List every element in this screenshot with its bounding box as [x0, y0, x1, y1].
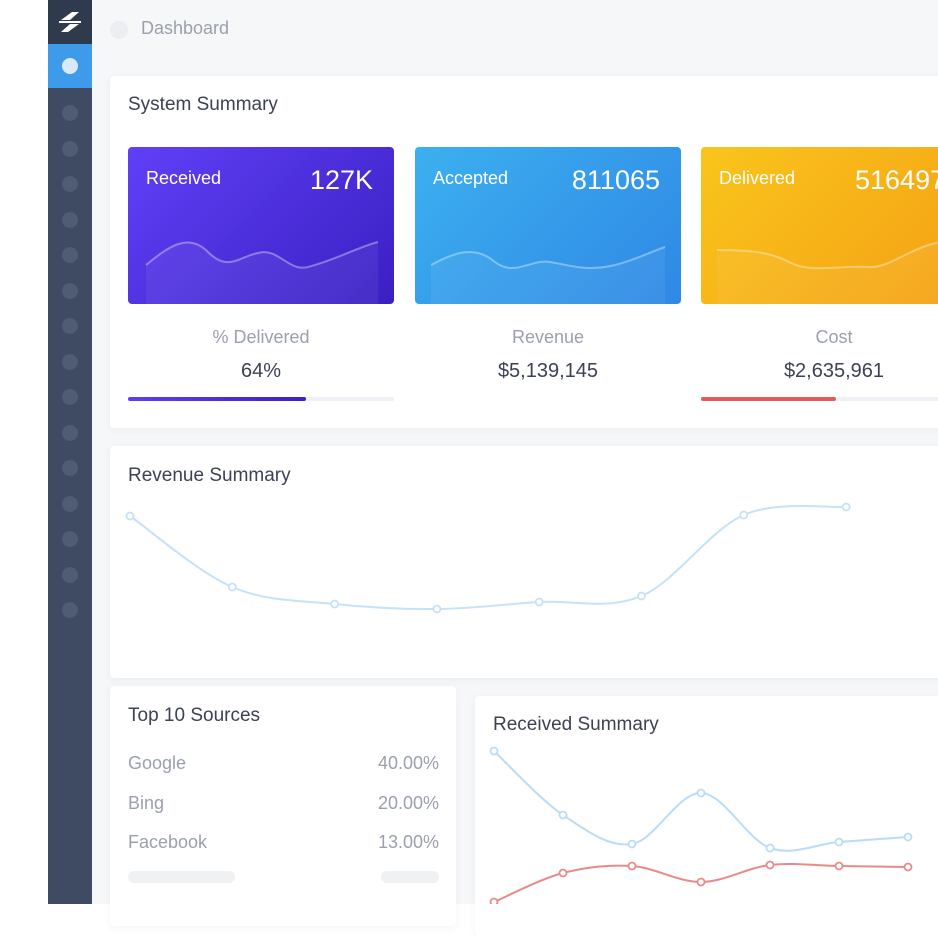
- sources-card: [110, 686, 456, 926]
- stat-label: % Delivered: [212, 327, 310, 347]
- nav-item[interactable]: [62, 531, 78, 547]
- card-title: Revenue Summary: [128, 465, 291, 486]
- nav-item[interactable]: [62, 353, 78, 370]
- point: [765, 860, 775, 870]
- breadcrumb-icon: [110, 21, 128, 39]
- logo-icon: [59, 12, 81, 32]
- source-row: Facebook 13.00%: [128, 832, 439, 853]
- tile-label: Received: [146, 168, 222, 188]
- point: [489, 746, 499, 756]
- source-name: Google: [128, 753, 187, 773]
- point: [227, 582, 237, 592]
- card-title: System Summary: [128, 94, 278, 115]
- stat-label: Revenue: [511, 327, 585, 347]
- stat: Revenue $5,139,145: [415, 327, 681, 383]
- breadcrumb[interactable]: Dashboard: [141, 18, 230, 38]
- tile-label: Accepted: [433, 168, 509, 188]
- source-row: Bing 20.00%: [128, 793, 439, 814]
- logo[interactable]: [48, 0, 92, 44]
- stat: Cost $2,635,961: [701, 327, 938, 383]
- card-title: Received Summary: [493, 714, 659, 735]
- source-share: 40.00%: [377, 753, 439, 773]
- source-name: Facebook: [128, 832, 208, 852]
- nav-item[interactable]: [62, 389, 78, 405]
- point: [432, 604, 442, 614]
- nav-item[interactable]: [62, 140, 78, 157]
- point: [696, 877, 706, 887]
- source-name: Bing: [128, 792, 165, 813]
- point: [834, 861, 844, 871]
- tile-value: 516497: [855, 165, 938, 195]
- point: [558, 810, 568, 820]
- point: [696, 788, 706, 798]
- tile-sparkline: [430, 246, 666, 304]
- source-share: 20.00%: [377, 792, 439, 813]
- point: [558, 868, 568, 878]
- line-chart: [489, 746, 913, 904]
- nav-item[interactable]: [62, 282, 78, 299]
- nav-item[interactable]: [62, 176, 78, 192]
- progress-track: [128, 397, 394, 401]
- line: [493, 750, 909, 852]
- stat-value: $5,139,145: [497, 360, 599, 382]
- nav-item[interactable]: [62, 602, 78, 618]
- line-chart: [125, 502, 851, 614]
- tile-sparkline: [716, 241, 938, 304]
- stat: % Delivered 64%: [128, 327, 394, 383]
- nav-item[interactable]: [62, 318, 78, 334]
- point: [627, 839, 637, 849]
- point: [637, 591, 646, 601]
- sidebar: [48, 0, 92, 904]
- source-row: Google 40.00%: [128, 753, 439, 774]
- nav-item[interactable]: [62, 566, 78, 583]
- revenue-card: [110, 446, 938, 678]
- point: [125, 511, 135, 521]
- tile-value: 811065: [571, 165, 660, 195]
- stat-value: 64%: [240, 360, 282, 382]
- tile[interactable]: Received 127K: [128, 147, 394, 304]
- stat-label: Cost: [815, 327, 853, 347]
- point: [903, 862, 913, 872]
- nav-item[interactable]: [62, 247, 78, 263]
- progress-track: [701, 397, 938, 401]
- point: [330, 599, 340, 609]
- point: [627, 861, 637, 871]
- tile-sparkline: [145, 241, 379, 304]
- received-card: [475, 696, 938, 936]
- nav-item[interactable]: [62, 105, 78, 121]
- nav-item[interactable]: [62, 460, 78, 476]
- tile[interactable]: Accepted 811065: [415, 147, 681, 304]
- line: [129, 504, 847, 611]
- nav-item[interactable]: [62, 424, 78, 441]
- point: [841, 502, 851, 512]
- source-share: 13.00%: [377, 832, 439, 852]
- point: [834, 837, 844, 847]
- nav-item-active[interactable]: [48, 44, 92, 88]
- page: Dashboard System Summary Received 127K A…: [48, 0, 938, 904]
- nav-item[interactable]: [62, 211, 78, 228]
- point: [534, 597, 544, 607]
- point: [903, 832, 913, 842]
- tile-label: Delivered: [719, 168, 796, 188]
- point: [489, 897, 499, 904]
- point: [765, 843, 775, 853]
- tile[interactable]: Delivered 516497: [701, 147, 938, 304]
- card-title: Top 10 Sources: [128, 705, 261, 726]
- tile-value: 127K: [309, 165, 373, 195]
- point: [739, 510, 749, 520]
- nav-item[interactable]: [62, 495, 78, 512]
- stat-value: $2,635,961: [783, 360, 885, 382]
